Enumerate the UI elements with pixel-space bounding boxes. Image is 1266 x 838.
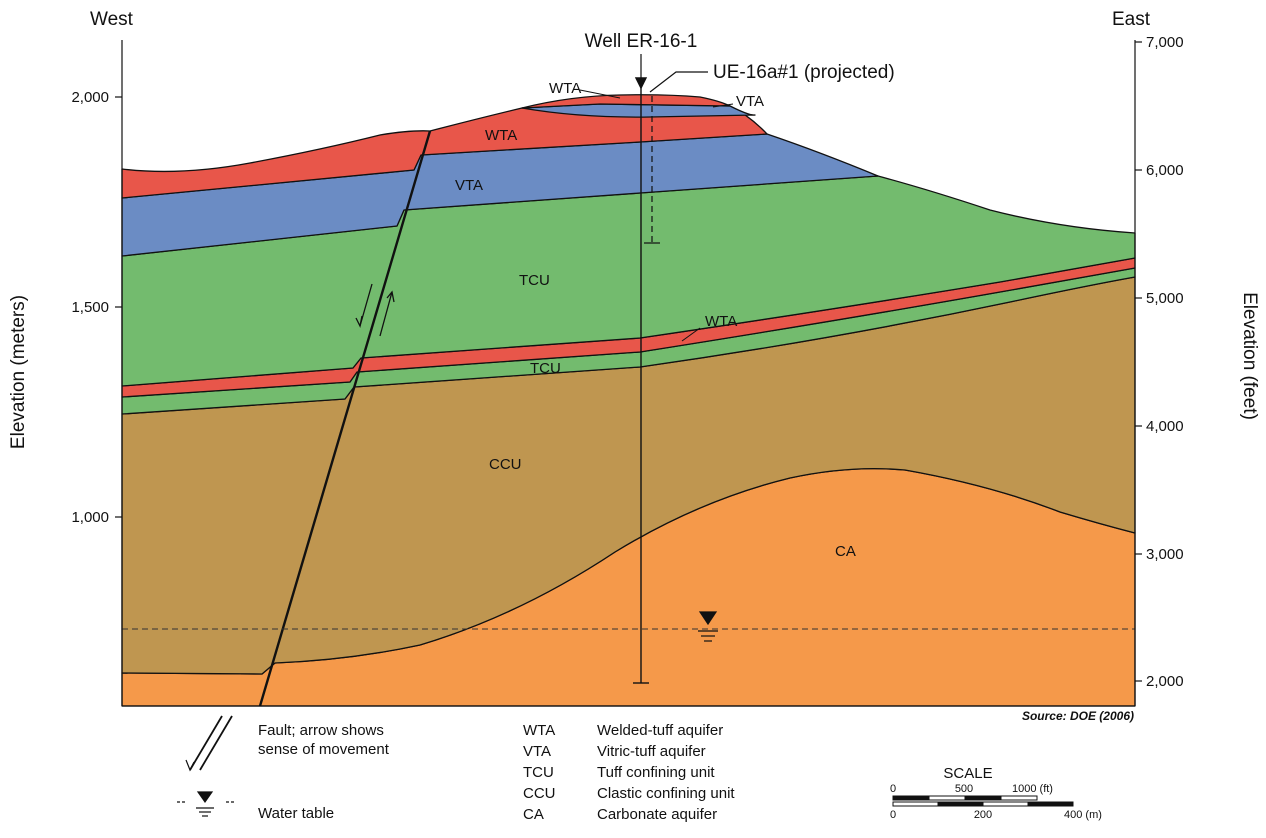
east-label: East: [1112, 9, 1151, 30]
scale-ft-500: 500: [955, 783, 973, 795]
scale-title: SCALE: [943, 765, 992, 782]
well-er-16-1: [633, 54, 649, 684]
label-wta-top: WTA: [549, 80, 581, 97]
fault-arrow-down-head: [355, 315, 363, 328]
label-tcu-lower: TCU: [530, 360, 561, 377]
right-tick-2000: 2,000: [1146, 673, 1184, 690]
legend-water-table-icon: [177, 791, 235, 817]
legend-code-ca: CA: [523, 806, 544, 823]
legend-unit-list: WTA Welded-tuff aquifer VTA Vitric-tuff …: [523, 722, 735, 823]
axes-frame: [115, 40, 1142, 707]
legend-code-tcu: TCU: [523, 764, 554, 781]
left-tick-1000: 1,000: [71, 509, 109, 526]
right-tick-4000: 4,000: [1146, 418, 1184, 435]
fault: [258, 130, 432, 707]
legend-fault-line2: sense of movement: [258, 741, 390, 758]
legend-fault-line1: Fault; arrow shows: [258, 722, 384, 739]
geologic-layers: [121, 94, 1136, 707]
layer-vta-top: [521, 103, 756, 118]
left-tick-1500: 1,500: [71, 299, 109, 316]
label-ccu: CCU: [489, 456, 522, 473]
scale-m-400: 400 (m): [1064, 809, 1102, 821]
legend-code-ccu: CCU: [523, 785, 556, 802]
fault-line: [258, 130, 432, 707]
right-tick-6000: 6,000: [1146, 162, 1184, 179]
scale-ft-bar: [892, 795, 1038, 801]
scale-m-bar: [892, 801, 1074, 807]
legend-code-wta: WTA: [523, 722, 555, 739]
scale-ft-0: 0: [890, 783, 896, 795]
left-axis-title: Elevation (meters): [8, 295, 29, 449]
legend-code-vta: VTA: [523, 743, 551, 760]
label-vta-top: VTA: [736, 93, 764, 110]
projected-well-label: UE-16a#1 (projected): [713, 62, 895, 83]
right-tick-3000: 3,000: [1146, 546, 1184, 563]
well-label: Well ER-16-1: [585, 31, 698, 52]
scale-m-200: 200: [974, 809, 992, 821]
left-tick-2000: 2,000: [71, 89, 109, 106]
scale-bar: SCALE 0 500 1000 (ft) 0 200 400 (m): [890, 765, 1102, 821]
west-label: West: [90, 9, 134, 30]
label-ca: CA: [835, 543, 856, 560]
legend-desc-ccu: Clastic confining unit: [597, 785, 735, 802]
scale-ft-1000: 1000 (ft): [1012, 783, 1053, 795]
legend-desc-tcu: Tuff confining unit: [597, 764, 715, 781]
label-wta-lower: WTA: [705, 313, 737, 330]
right-axis-title: Elevation (feet): [1239, 292, 1260, 420]
fault-arrow-up-head: [386, 290, 395, 303]
well-ue-16a1: [644, 71, 708, 244]
source-note: Source: DOE (2006): [1022, 709, 1134, 723]
legend: Fault; arrow shows sense of movement Wat…: [177, 715, 735, 823]
label-tcu: TCU: [519, 272, 550, 289]
right-tick-7000: 7,000: [1146, 34, 1184, 51]
legend-fault-icon: [185, 715, 233, 772]
label-leaders: [579, 89, 734, 342]
legend-desc-ca: Carbonate aquifer: [597, 806, 717, 823]
label-vta: VTA: [455, 177, 483, 194]
legend-desc-wta: Welded-tuff aquifer: [597, 722, 723, 739]
legend-desc-vta: Vitric-tuff aquifer: [597, 743, 706, 760]
right-tick-5000: 5,000: [1146, 290, 1184, 307]
layer-wta-top: [521, 94, 731, 109]
scale-m-0: 0: [890, 809, 896, 821]
water-table-symbol: [698, 611, 718, 642]
fault-arrow-up: [379, 291, 393, 337]
legend-water-table-label: Water table: [258, 805, 334, 822]
label-wta: WTA: [485, 127, 517, 144]
